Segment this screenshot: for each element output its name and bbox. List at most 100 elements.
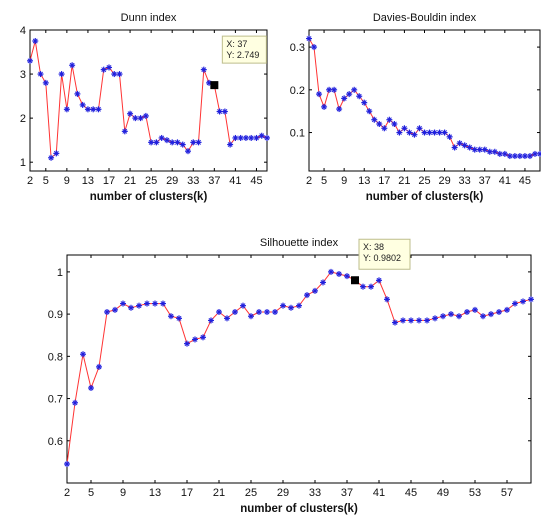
data-point	[537, 150, 541, 157]
x-tick-label: 13	[358, 175, 370, 187]
series-line	[29, 40, 268, 159]
x-tick-label: 53	[469, 487, 481, 499]
x-tick-label: 29	[166, 175, 178, 187]
y-tick-label: 4	[20, 25, 26, 37]
data-point	[521, 153, 528, 160]
chart-title: Silhouette index	[260, 237, 339, 249]
data-point	[416, 125, 423, 132]
data-point	[72, 399, 78, 406]
y-tick-label: 0.2	[290, 85, 305, 97]
y-tick-label: 0.8	[48, 351, 63, 363]
x-tick-label: 45	[405, 487, 417, 499]
datatip-box[interactable]: X: 38Y: 0.9802	[358, 238, 411, 270]
x-tick-label: 9	[120, 487, 126, 499]
data-point	[169, 139, 176, 146]
x-tick-label: 29	[277, 487, 289, 499]
data-point	[232, 134, 239, 141]
data-point	[195, 139, 202, 146]
x-tick-label: 13	[82, 175, 94, 187]
data-point	[106, 64, 112, 71]
x-tick-label: 41	[229, 175, 241, 187]
data-point	[190, 139, 197, 146]
data-point	[264, 134, 270, 141]
data-point	[176, 315, 182, 322]
data-point	[112, 306, 118, 313]
x-axis-label: number of clusters(k)	[90, 191, 208, 203]
data-point	[472, 306, 478, 313]
data-point	[336, 106, 343, 113]
x-tick-label: 25	[145, 175, 157, 187]
plot-area	[308, 29, 541, 172]
x-tick-label: 13	[149, 487, 161, 499]
x-tick-label: 41	[373, 487, 385, 499]
data-point	[488, 311, 494, 318]
data-point	[480, 313, 486, 320]
x-tick-label: 33	[459, 175, 471, 187]
datatip-marker[interactable]	[351, 276, 359, 285]
data-point	[144, 300, 150, 307]
data-point	[304, 292, 310, 299]
data-point	[127, 110, 134, 117]
x-tick-label: 37	[479, 175, 491, 187]
data-point	[84, 106, 91, 113]
data-point	[258, 132, 265, 139]
datatip-y-text: Y: 2.749	[226, 50, 259, 60]
data-point	[448, 311, 454, 318]
data-point	[148, 139, 155, 146]
data-point	[486, 148, 493, 155]
data-point	[95, 106, 102, 113]
data-point	[456, 313, 462, 320]
datatip-y-text: Y: 0.9802	[363, 253, 401, 263]
datatip-box[interactable]: X: 37Y: 2.749	[221, 35, 267, 64]
data-point	[421, 129, 428, 136]
data-point	[192, 336, 198, 343]
x-tick-label: 49	[437, 487, 449, 499]
data-point	[132, 115, 139, 122]
data-point	[344, 273, 350, 280]
x-tick-label: 25	[418, 175, 430, 187]
data-point	[336, 271, 342, 277]
data-point	[491, 148, 498, 155]
data-point	[516, 153, 523, 160]
data-point	[376, 277, 382, 284]
y-tick-label: 0.7	[48, 394, 63, 406]
data-point	[496, 309, 502, 315]
data-point	[200, 334, 206, 341]
x-tick-label: 17	[378, 175, 390, 187]
x-tick-label: 33	[309, 487, 321, 499]
data-point	[163, 137, 170, 144]
data-point	[520, 298, 526, 305]
x-tick-label: 9	[64, 175, 70, 187]
data-point	[224, 315, 230, 322]
data-point	[42, 79, 49, 86]
data-point	[174, 139, 181, 146]
data-point	[280, 302, 286, 309]
datatip-x-text: X: 38	[363, 242, 384, 252]
x-tick-label: 2	[27, 175, 33, 187]
datatip-marker[interactable]	[210, 81, 219, 90]
data-point	[111, 71, 118, 78]
data-point	[184, 340, 190, 347]
data-point	[511, 153, 518, 160]
data-point	[264, 309, 270, 315]
y-tick-label: 0.6	[48, 436, 63, 448]
data-point	[471, 146, 478, 153]
data-point	[158, 134, 165, 141]
data-point	[100, 66, 107, 73]
data-point	[456, 140, 463, 147]
chart-title: Dunn index	[121, 12, 177, 24]
x-tick-label: 21	[398, 175, 410, 187]
x-tick-label: 21	[124, 175, 136, 187]
data-point	[376, 121, 383, 127]
data-point	[371, 116, 378, 123]
data-point	[153, 139, 160, 146]
data-point	[496, 150, 503, 157]
data-point	[356, 93, 363, 100]
x-tick-label: 57	[501, 487, 513, 499]
data-point	[116, 71, 123, 78]
x-tick-label: 17	[103, 175, 115, 187]
data-point	[461, 142, 468, 149]
data-point	[320, 279, 326, 286]
data-point	[368, 283, 374, 290]
